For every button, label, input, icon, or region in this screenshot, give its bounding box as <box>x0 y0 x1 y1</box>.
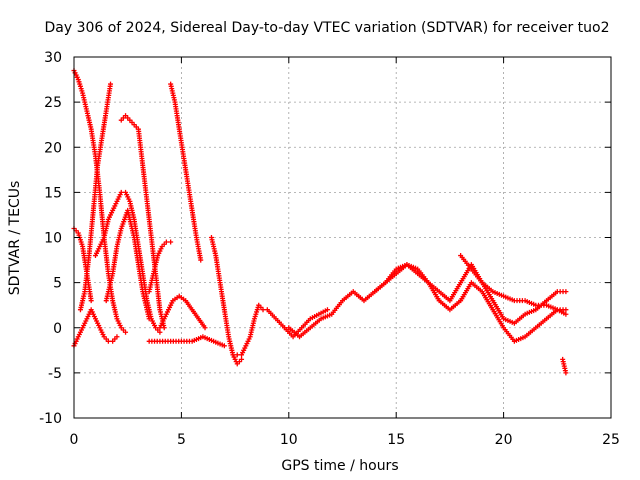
series-arc9 <box>168 81 204 263</box>
data-point <box>221 343 227 349</box>
y-tick-label: 25 <box>44 95 62 111</box>
data-point <box>105 338 111 344</box>
data-point <box>563 370 569 376</box>
x-tick-label: 0 <box>70 432 79 448</box>
series-arc10 <box>146 334 227 349</box>
y-tick-label: 5 <box>53 276 62 292</box>
series-arc3 <box>71 307 120 349</box>
data-point <box>563 289 569 295</box>
data-point <box>563 311 569 317</box>
series-arc17 <box>458 253 569 313</box>
data-point <box>202 325 208 331</box>
series-arc13 <box>234 302 266 358</box>
data-point <box>239 356 245 362</box>
x-tick-label: 10 <box>280 432 298 448</box>
series-arc11 <box>157 293 208 331</box>
data-point <box>123 329 129 335</box>
data-point <box>118 189 124 195</box>
y-tick-label: 30 <box>44 50 62 66</box>
data-point <box>161 325 167 331</box>
series-arc8 <box>146 239 174 295</box>
data-point <box>114 334 120 340</box>
data-point <box>198 257 204 263</box>
y-tick-label: 20 <box>44 140 62 156</box>
x-tick-label: 25 <box>602 432 620 448</box>
series-arc7 <box>103 207 152 322</box>
data-point <box>324 307 330 313</box>
axis-ticks: 0 5 10 15 20 25 -10 -5 0 5 10 15 20 25 30 <box>39 50 620 448</box>
data-point <box>168 239 174 245</box>
data-point <box>88 298 94 304</box>
y-axis-label: SDTVAR / TECUs <box>7 181 23 296</box>
data-point <box>260 307 266 313</box>
grid-lines <box>74 57 611 418</box>
data-point <box>108 81 114 87</box>
data-point <box>234 352 240 358</box>
y-tick-label: 0 <box>53 321 62 337</box>
series-arc18 <box>560 356 569 376</box>
data-point <box>163 239 169 245</box>
y-tick-label: -5 <box>48 366 62 382</box>
x-tick-label: 5 <box>177 432 186 448</box>
x-tick-label: 15 <box>387 432 405 448</box>
data-point <box>146 316 152 322</box>
y-tick-label: -10 <box>39 411 62 427</box>
series-arc4 <box>71 225 94 304</box>
data-point <box>157 329 163 335</box>
x-tick-label: 20 <box>495 432 513 448</box>
y-tick-label: 15 <box>44 185 62 201</box>
data-points <box>71 68 569 376</box>
x-axis-label: GPS time / hours <box>281 458 398 474</box>
chart-title: Day 306 of 2024, Sidereal Day-to-day VTE… <box>44 20 609 36</box>
series-arc12 <box>208 235 245 367</box>
data-point <box>563 307 569 313</box>
y-tick-label: 10 <box>44 231 62 247</box>
